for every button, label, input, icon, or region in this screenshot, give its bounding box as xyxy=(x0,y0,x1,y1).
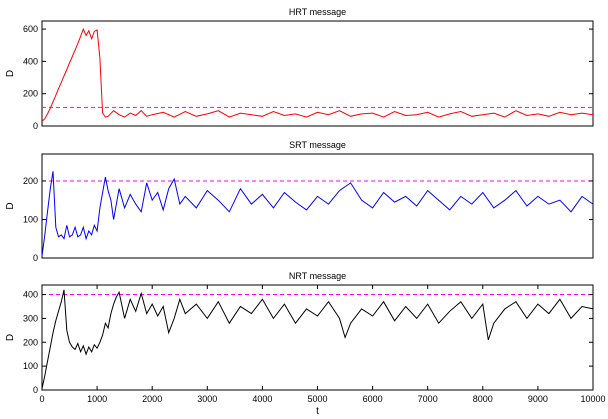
panel-nrt-xtick-label: 10000 xyxy=(580,394,605,404)
panel-nrt-frame xyxy=(41,284,594,391)
panel-hrt: HRT message D 0 200 400 600 xyxy=(5,7,594,131)
panel-nrt-ytick-label: 300 xyxy=(23,313,38,323)
panel-srt-title: SRT message xyxy=(289,140,346,150)
panel-hrt-title: HRT message xyxy=(289,7,346,17)
panel-nrt-title: NRT message xyxy=(289,271,346,281)
panel-hrt-ytick-label: 400 xyxy=(23,56,38,66)
panel-nrt-xtick-label: 0 xyxy=(39,394,44,404)
panel-nrt-ytick-label: 200 xyxy=(23,337,38,347)
panel-hrt-frame xyxy=(41,20,594,127)
panel-hrt-marks: 0 200 400 600 xyxy=(23,24,594,131)
panel-srt-series-line xyxy=(41,171,594,257)
panel-srt-ytick-label: 0 xyxy=(33,253,38,263)
panel-srt-ytick-label: 200 xyxy=(23,176,38,186)
panel-srt-marks: 0 100 200 xyxy=(23,171,594,263)
panel-nrt-ytick-label: 0 xyxy=(33,385,38,395)
panel-hrt-series-line xyxy=(41,27,594,122)
panel-nrt-xlabel: t xyxy=(316,406,319,417)
panel-hrt-ytick-label: 200 xyxy=(23,89,38,99)
panel-nrt-xtick-label: 2000 xyxy=(142,394,162,404)
panel-hrt-ytick-label: 600 xyxy=(23,24,38,34)
panel-nrt-xtick-label: 9000 xyxy=(528,394,548,404)
panel-nrt-xtick-label: 3000 xyxy=(197,394,217,404)
panel-nrt-xtick-label: 6000 xyxy=(363,394,383,404)
panel-nrt-xtick-label: 5000 xyxy=(307,394,327,404)
panel-nrt-ytick-label: 100 xyxy=(23,361,38,371)
panel-nrt-series-line xyxy=(41,289,594,389)
panel-nrt-xtick-label: 4000 xyxy=(252,394,272,404)
panel-srt-frame xyxy=(41,153,594,259)
panel-srt: SRT message D 0 100 200 xyxy=(5,140,594,263)
panel-nrt-xtick-label: 8000 xyxy=(473,394,493,404)
panel-hrt-ytick-label: 0 xyxy=(33,121,38,131)
panel-nrt-ytick-label: 400 xyxy=(23,290,38,300)
panel-hrt-ylabel: D xyxy=(5,70,16,77)
panel-srt-ytick-label: 100 xyxy=(23,214,38,224)
panel-nrt-xtick-label: 1000 xyxy=(87,394,107,404)
panel-nrt-xtick-label: 7000 xyxy=(418,394,438,404)
panel-nrt-ylabel: D xyxy=(5,334,16,341)
panel-srt-ylabel: D xyxy=(5,202,16,209)
